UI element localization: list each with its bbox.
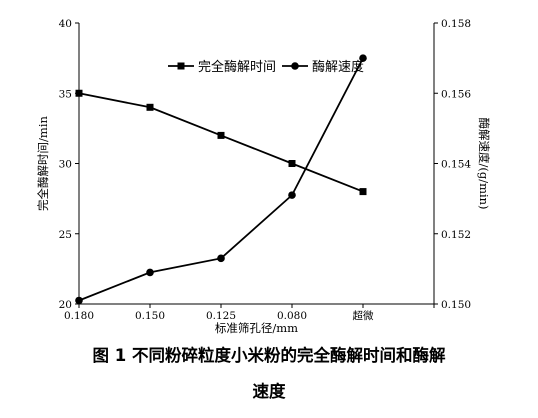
left-tick-label: 35 <box>59 88 72 100</box>
x-axis-title: 标准筛孔径/mm <box>215 321 298 335</box>
legend-label: 酶解速度 <box>312 59 364 75</box>
chart: 20 25 30 35 40 0.150 0.152 0.154 0.156 0.158 0.180… <box>36 18 491 335</box>
circle-marker <box>288 191 296 199</box>
circle-marker <box>217 254 225 263</box>
right-tick-label: 0.156 <box>441 88 471 100</box>
square-marker <box>75 89 83 97</box>
left-tick-label: 30 <box>59 159 72 171</box>
right-tick-label: 0.154 <box>441 159 471 171</box>
right-tick-label: 0.150 <box>441 299 471 311</box>
left-tick-label: 20 <box>59 299 72 311</box>
left-tick-label: 25 <box>59 229 72 241</box>
circle-marker <box>75 296 83 305</box>
x-tick-label: 0.080 <box>277 310 307 322</box>
square-marker <box>359 188 367 196</box>
left-y-axis-title: 完全酶解时间/min <box>36 115 50 210</box>
x-tick-label: 0.125 <box>206 310 236 322</box>
left-tick-label: 40 <box>59 18 72 30</box>
x-tick-label: 0.180 <box>64 310 94 322</box>
legend: 完全酶解时间 酶解速度 <box>168 59 364 75</box>
square-marker <box>217 131 225 139</box>
square-marker <box>288 160 296 167</box>
legend-circle-marker <box>291 62 299 70</box>
figure-caption: 图 1 不同粉碎粒度小米粉的完全酶解时间和酶解 <box>92 346 446 365</box>
circle-marker <box>359 54 367 62</box>
circle-marker <box>146 268 154 277</box>
right-tick-label: 0.158 <box>441 18 471 30</box>
series-line-circle <box>78 57 364 302</box>
right-y-axis-title: 酶解速度/(g/min) <box>477 117 491 209</box>
series-layer <box>75 54 367 305</box>
right-tick-label: 0.152 <box>441 229 471 241</box>
series-line-square <box>78 92 364 193</box>
axes: 20 25 30 35 40 0.150 0.152 0.154 0.156 0.158 0.180… <box>36 18 491 335</box>
figure-caption-continued: 速度 <box>252 382 286 401</box>
legend-label: 完全酶解时间 <box>198 59 276 75</box>
legend-square-marker <box>177 62 185 70</box>
x-tick-label: 超微 <box>353 309 374 322</box>
x-tick-label: 0.150 <box>135 310 165 322</box>
square-marker <box>146 103 154 111</box>
